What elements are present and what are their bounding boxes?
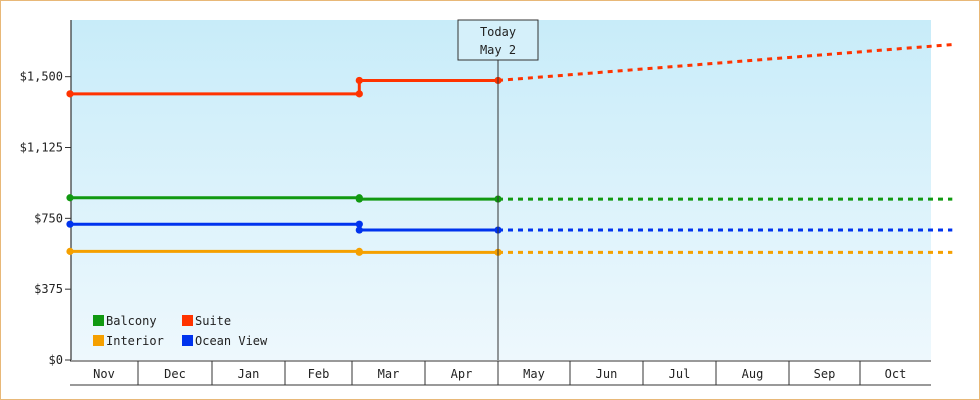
today-label: Today bbox=[480, 25, 516, 39]
x-tick-label: Aug bbox=[742, 367, 764, 381]
today-date: May 2 bbox=[480, 43, 516, 57]
x-tick-label: Apr bbox=[451, 367, 473, 381]
series-suite bbox=[66, 43, 953, 98]
x-tick-label: Mar bbox=[378, 367, 400, 381]
legend-label: Suite bbox=[195, 314, 231, 328]
legend-item-suite: Suite bbox=[182, 314, 231, 328]
legend-swatch bbox=[182, 335, 193, 346]
legend-label: Balcony bbox=[106, 314, 157, 328]
data-point bbox=[66, 90, 74, 98]
series-ocean-view bbox=[66, 220, 953, 234]
data-point bbox=[66, 247, 74, 255]
x-tick-label: Dec bbox=[164, 367, 186, 381]
plot-background bbox=[71, 20, 931, 360]
data-point bbox=[355, 226, 363, 234]
data-point bbox=[355, 76, 363, 85]
legend-swatch bbox=[182, 315, 193, 326]
series-line-balcony bbox=[70, 196, 498, 201]
data-point bbox=[355, 90, 363, 98]
x-tick-label: Jul bbox=[669, 367, 691, 381]
y-tick-label: $375 bbox=[34, 282, 63, 296]
x-tick-label: Jan bbox=[238, 367, 260, 381]
x-tick-label: May bbox=[523, 367, 545, 381]
legend-item-interior: Interior bbox=[93, 334, 164, 348]
data-point bbox=[355, 248, 363, 256]
y-tick-label: $1,125 bbox=[20, 141, 63, 155]
legend-swatch bbox=[93, 335, 104, 346]
legend-swatch bbox=[93, 315, 104, 326]
legend-item-balcony: Balcony bbox=[93, 314, 157, 328]
today-label-box bbox=[457, 19, 539, 61]
data-point bbox=[355, 220, 363, 228]
series-line-interior bbox=[70, 249, 498, 254]
x-tick-label: Feb bbox=[308, 367, 330, 381]
x-tick-label: Nov bbox=[93, 367, 115, 381]
legend-item-ocean-view: Ocean View bbox=[182, 334, 268, 348]
y-tick-label: $0 bbox=[49, 353, 63, 367]
x-tick-label: Sep bbox=[814, 367, 836, 381]
y-tick-label: $1,500 bbox=[20, 70, 63, 84]
series-line-suite bbox=[70, 78, 498, 96]
data-point bbox=[66, 194, 74, 202]
legend-label: Interior bbox=[106, 334, 164, 348]
x-tick-label: Jun bbox=[596, 367, 618, 381]
legend-label: Ocean View bbox=[195, 334, 268, 348]
y-tick-label: $750 bbox=[34, 211, 63, 225]
data-point bbox=[66, 220, 74, 228]
data-point bbox=[355, 195, 363, 203]
x-tick-label: Oct bbox=[885, 367, 907, 381]
